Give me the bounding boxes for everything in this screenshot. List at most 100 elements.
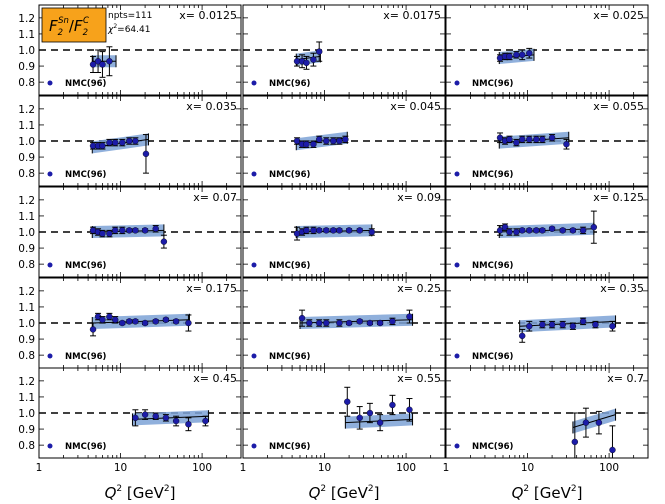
data-point bbox=[106, 139, 113, 146]
data-point bbox=[152, 225, 159, 232]
x-axis-title: Q2 [GeV2] bbox=[512, 484, 583, 502]
legend-label: NMC(96) bbox=[269, 442, 311, 452]
data-point bbox=[323, 137, 330, 145]
data-point bbox=[579, 318, 587, 325]
panel-14: x= 0.7 NMC(96) bbox=[445, 367, 649, 459]
data-point bbox=[533, 136, 540, 143]
legend-marker bbox=[47, 353, 53, 359]
data-point bbox=[89, 61, 97, 68]
data-point bbox=[303, 227, 310, 234]
data-point bbox=[106, 230, 113, 237]
legend-label: NMC(96) bbox=[472, 261, 514, 271]
data-point bbox=[89, 326, 97, 333]
data-point bbox=[141, 227, 149, 234]
data-point bbox=[119, 227, 126, 234]
x-axis-labels: 1 10 100 1 10 100 1 10 100 Q2 [GeV2] Q2 [GeV2] Q2 [… bbox=[36, 462, 619, 502]
legend-label: NMC(96) bbox=[472, 352, 514, 362]
data-point bbox=[539, 321, 546, 328]
data-point bbox=[592, 321, 599, 328]
data-point bbox=[519, 51, 526, 59]
data-point bbox=[330, 227, 337, 234]
panel-x-label: x= 0.175 bbox=[186, 282, 237, 295]
legend-marker bbox=[251, 262, 257, 268]
y-tick-label: 1.1 bbox=[18, 29, 35, 41]
y-tick-label: 1.1 bbox=[18, 392, 35, 404]
legend-marker bbox=[47, 171, 53, 177]
data-point bbox=[559, 227, 566, 234]
data-point bbox=[132, 227, 139, 234]
legend-marker bbox=[454, 80, 460, 86]
data-point bbox=[609, 446, 616, 454]
data-point bbox=[548, 321, 556, 328]
npts-text: npts=111 bbox=[108, 11, 152, 21]
panel-6: x= 0.07 NMC(96) 0.8 0.9 1.0 1.1 1.2 bbox=[18, 186, 242, 278]
x-tick-label: 10 bbox=[521, 462, 534, 474]
data-point bbox=[336, 227, 343, 234]
panel-x-label: x= 0.25 bbox=[397, 282, 441, 295]
panel-1: x= 0.0175 NMC(96) bbox=[242, 4, 446, 96]
data-point bbox=[152, 413, 159, 420]
data-point bbox=[336, 319, 343, 327]
x-tick-label: 1 bbox=[240, 462, 247, 474]
y-tick-label: 0.8 bbox=[18, 259, 35, 271]
x-tick-label: 1 bbox=[443, 462, 450, 474]
panel-x-label: x= 0.045 bbox=[390, 100, 441, 113]
legend-label: NMC(96) bbox=[65, 352, 107, 362]
x-tick-label: 10 bbox=[114, 462, 127, 474]
data-point bbox=[526, 323, 533, 330]
y-tick-label: 1.0 bbox=[18, 408, 35, 420]
data-point bbox=[162, 414, 170, 422]
y-tick-label: 0.8 bbox=[18, 77, 35, 89]
y-tick-label: 0.8 bbox=[18, 350, 35, 362]
legend-label: NMC(96) bbox=[269, 261, 311, 271]
data-point bbox=[519, 332, 526, 340]
x-tick-label: 10 bbox=[318, 462, 331, 474]
data-point bbox=[323, 227, 330, 234]
data-point bbox=[526, 227, 533, 234]
data-point bbox=[119, 139, 126, 146]
legend-marker bbox=[454, 262, 460, 268]
data-point bbox=[141, 411, 149, 418]
panel-8: x= 0.125 NMC(96) bbox=[445, 186, 649, 278]
data-point bbox=[126, 137, 133, 145]
legend-label: NMC(96) bbox=[472, 79, 514, 89]
legend-label: NMC(96) bbox=[472, 442, 514, 452]
panel-x-label: x= 0.125 bbox=[593, 191, 644, 204]
data-point bbox=[202, 417, 209, 425]
panel-x-label: x= 0.0175 bbox=[383, 9, 441, 22]
data-point bbox=[389, 318, 396, 325]
data-point bbox=[306, 319, 313, 327]
data-point bbox=[112, 139, 119, 146]
data-point bbox=[366, 409, 374, 417]
chi2-text: χ2=64.41 bbox=[107, 23, 150, 35]
data-point bbox=[132, 318, 139, 325]
data-point bbox=[345, 227, 353, 234]
data-point bbox=[548, 225, 556, 232]
x-axis-title: Q2 [GeV2] bbox=[309, 484, 380, 502]
data-point bbox=[126, 318, 133, 325]
svg-text:F2Sn/F2C: F2Sn/F2C bbox=[49, 16, 89, 38]
data-point bbox=[595, 419, 603, 426]
data-point bbox=[316, 48, 323, 55]
y-tick-label: 0.9 bbox=[18, 243, 35, 255]
panel-x-label: x= 0.07 bbox=[193, 191, 237, 204]
data-point bbox=[162, 316, 170, 323]
ratio-title-box: F2Sn/F2C bbox=[41, 7, 107, 43]
fit-statistics: npts=111 χ2=64.41 bbox=[107, 11, 152, 35]
data-point bbox=[506, 228, 513, 236]
data-point bbox=[112, 316, 119, 323]
legend-marker bbox=[251, 353, 257, 359]
data-point bbox=[323, 319, 330, 327]
data-point bbox=[142, 150, 150, 158]
panels-grid: x= 0.0125 NMC(96) 0.8 0.9 1.0 1.1 1.2 x= 0.0175… bbox=[18, 4, 649, 459]
panel-x-label: x= 0.0125 bbox=[179, 9, 237, 22]
x-axis-title: Q2 [GeV2] bbox=[105, 484, 176, 502]
legend-label: NMC(96) bbox=[65, 442, 107, 452]
data-point bbox=[389, 401, 396, 409]
y-tick-label: 1.2 bbox=[18, 195, 35, 207]
y-tick-label: 1.1 bbox=[18, 211, 35, 223]
data-point bbox=[526, 50, 533, 57]
panel-x-label: x= 0.035 bbox=[186, 100, 237, 113]
y-tick-label: 0.9 bbox=[18, 152, 35, 164]
panel-x-label: x= 0.055 bbox=[593, 100, 644, 113]
